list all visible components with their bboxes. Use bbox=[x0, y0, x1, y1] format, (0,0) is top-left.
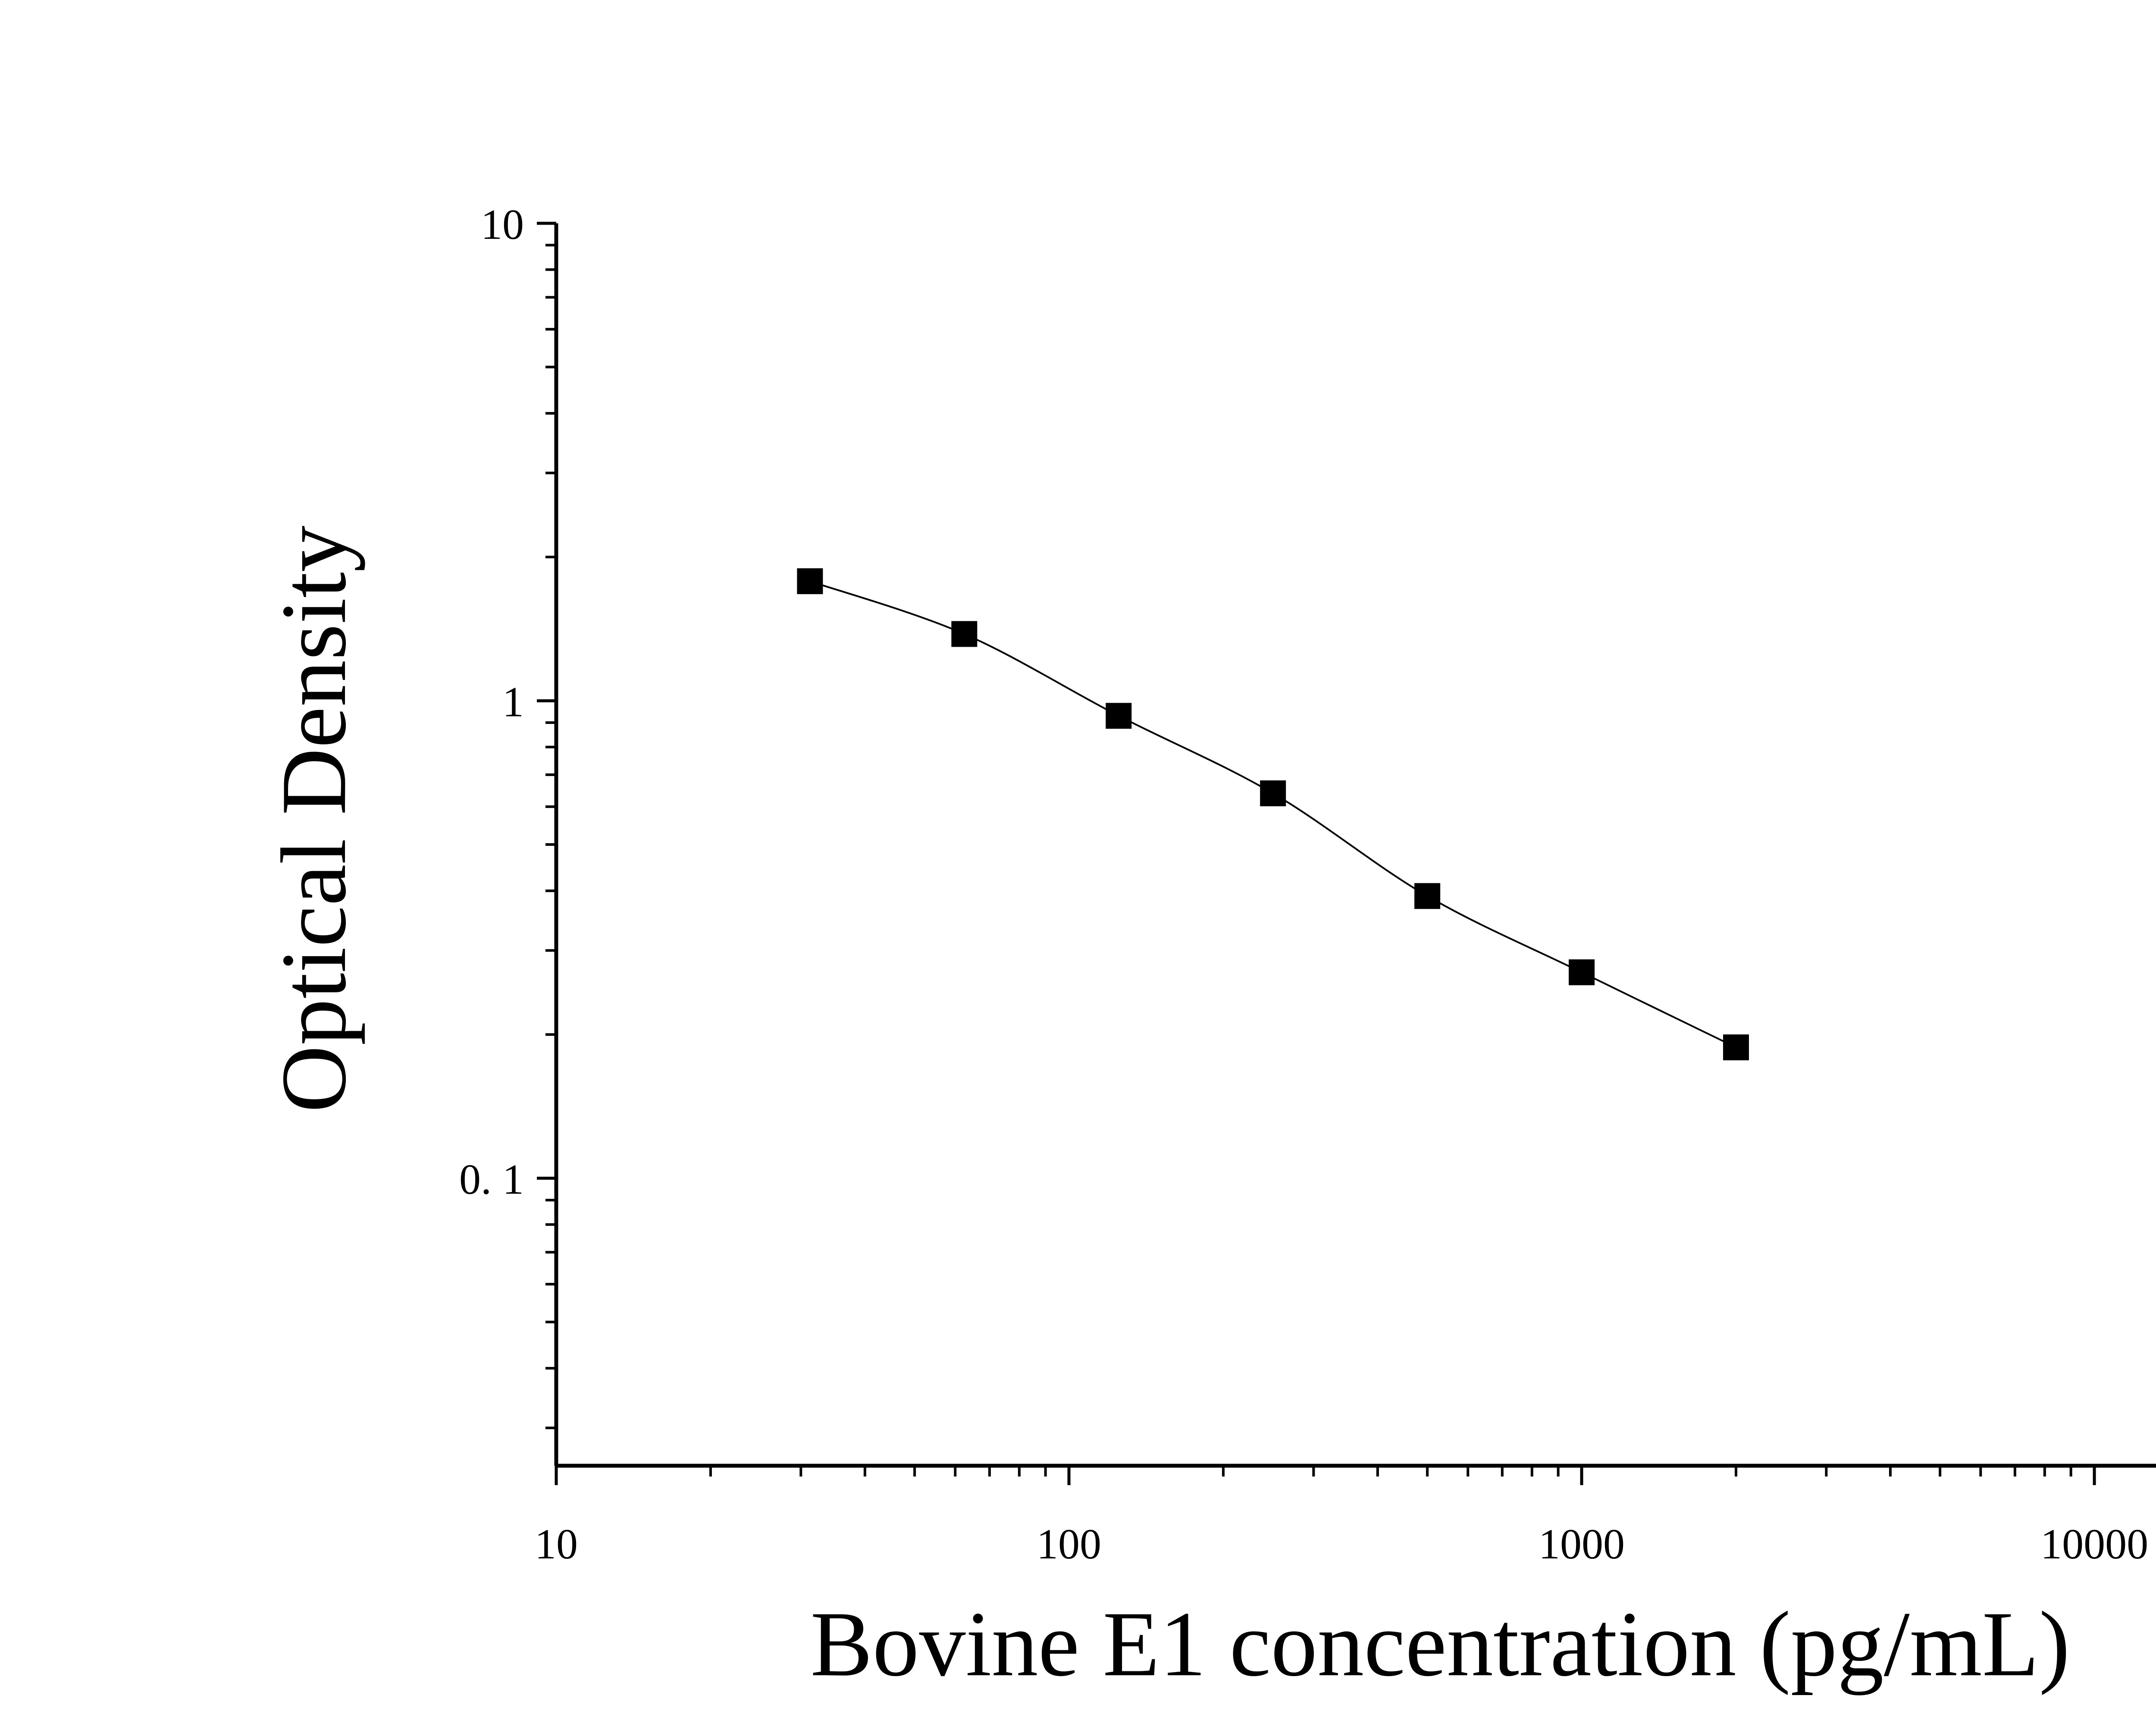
fit-curve bbox=[809, 580, 1736, 1048]
x-axis-title: Bovine E1 concentration (pg/mL) bbox=[810, 1592, 2070, 1695]
x-tick-label: 100 bbox=[1037, 1520, 1101, 1568]
data-point bbox=[951, 621, 978, 647]
data-point bbox=[1260, 780, 1286, 807]
data-point bbox=[1723, 1034, 1749, 1060]
y-axis-title: Optical Density bbox=[262, 526, 365, 1113]
y-tick-label: 0. 1 bbox=[459, 1155, 524, 1203]
major-ticks bbox=[537, 222, 2096, 1485]
tick-labels: 10 100 1000 10000 0. 1 1 10 bbox=[459, 200, 2148, 1568]
x-tick-label: 1000 bbox=[1539, 1520, 1625, 1568]
data-point bbox=[797, 568, 823, 594]
data-point bbox=[1569, 959, 1595, 985]
y-tick-label: 10 bbox=[481, 200, 524, 248]
fit-curve-layer bbox=[809, 580, 1736, 1048]
x-tick-label: 10000 bbox=[2040, 1520, 2148, 1568]
axes bbox=[554, 223, 2156, 1468]
minor-ticks bbox=[545, 244, 2072, 1476]
data-point bbox=[1414, 883, 1441, 909]
y-tick-label: 1 bbox=[502, 678, 524, 726]
x-tick-label: 10 bbox=[535, 1520, 578, 1568]
data-points bbox=[797, 568, 1749, 1060]
data-point bbox=[1106, 703, 1132, 729]
